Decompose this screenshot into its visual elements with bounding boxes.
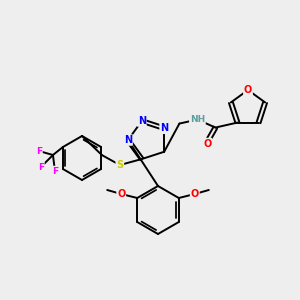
Text: S: S (116, 160, 123, 170)
Text: N: N (138, 116, 146, 126)
Text: F: F (36, 146, 42, 155)
Text: O: O (244, 85, 252, 95)
Text: N: N (160, 123, 168, 133)
Text: NH: NH (190, 115, 205, 124)
Text: O: O (203, 139, 211, 148)
Text: N: N (124, 135, 132, 145)
Text: O: O (191, 189, 199, 199)
Text: O: O (117, 189, 125, 199)
Text: F: F (52, 167, 58, 176)
Text: F: F (38, 163, 44, 172)
